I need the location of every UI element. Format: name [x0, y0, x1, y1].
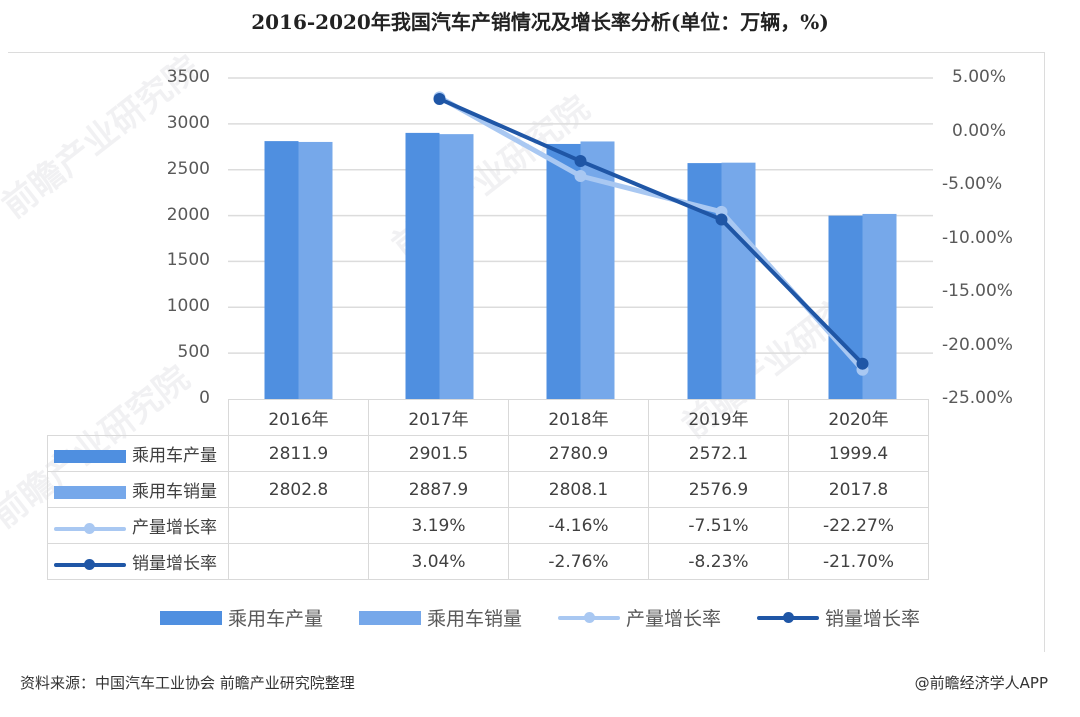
production-bar [687, 163, 722, 399]
sales-growth-legend-icon [757, 611, 820, 625]
sales-bar [298, 141, 333, 399]
source-note: 资料来源：中国汽车工业协会 前瞻产业研究院整理 [20, 674, 355, 692]
left-axis-tick: 3000 [166, 112, 210, 133]
table-cell: -8.23% [648, 543, 789, 580]
sales-growth-line-key-icon [54, 557, 126, 571]
chart-title: 2016-2020年我国汽车产销情况及增长率分析(单位：万辆，%) [251, 10, 829, 34]
sales-growth-line [438, 97, 864, 366]
legend-item-sales[interactable]: 乘用车销量 [358, 604, 522, 631]
production-growth-line [438, 95, 865, 372]
legend-label: 销量增长率 [825, 608, 921, 630]
table-cell: 2811.9 [228, 435, 369, 472]
left-axis-tick: 0 [199, 388, 210, 408]
legend-item-production[interactable]: 乘用车产量 [159, 604, 323, 631]
left-axis-tick: 2000 [166, 204, 210, 225]
sales-bar [439, 134, 474, 400]
row-label: 乘用车产量 [132, 446, 217, 466]
table-cell: 2780.9 [508, 435, 649, 472]
table-cell: -4.16% [508, 507, 649, 544]
legend-label: 乘用车销量 [426, 608, 522, 630]
legend-item-sales-growth[interactable]: 销量增长率 [757, 604, 920, 631]
table-cell: 2808.1 [508, 471, 649, 508]
production-bar-key-icon [54, 449, 126, 463]
production-bar [264, 141, 299, 400]
table-row: 乘用车销量 2802.8 2887.9 2808.1 2576.9 2017.8 [47, 471, 929, 508]
production-growth-marker [574, 170, 587, 183]
row-header: 乘用车销量 [47, 471, 229, 508]
left-axis-tick: 3500 [166, 67, 210, 87]
sales-growth-marker [856, 357, 869, 370]
right-axis-tick: -10.00% [942, 227, 1013, 248]
table-cell: 2887.9 [368, 471, 509, 508]
production-bar [405, 132, 440, 400]
table-cell: -22.27% [788, 507, 929, 544]
legend-label: 产量增长率 [626, 608, 722, 630]
row-header: 销量增长率 [47, 543, 229, 580]
production-bar-legend-icon [159, 610, 222, 625]
left-axis-tick: 500 [177, 342, 210, 363]
table-year: 2020年 [788, 399, 929, 436]
left-axis-tick: 2500 [166, 158, 210, 179]
table-cell: 2901.5 [368, 435, 509, 472]
table-cell: 1999.4 [788, 435, 929, 472]
left-axis-tick: 1000 [166, 296, 210, 317]
right-axis-tick: 5.00% [952, 67, 1007, 87]
sales-bar [721, 162, 756, 399]
data-table: 2016年 2017年 2018年 2019年 2020年 乘用车产量 2811… [47, 399, 929, 580]
table-year: 2018年 [508, 399, 649, 436]
right-axis-tick: -20.00% [942, 334, 1013, 355]
table-cell: 2572.1 [648, 435, 789, 472]
table-row: 乘用车产量 2811.9 2901.5 2780.9 2572.1 1999.4 [47, 435, 929, 472]
right-axis-tick: -15.00% [942, 281, 1013, 301]
sales-growth-marker [715, 213, 728, 226]
right-axis-tick: -25.00% [942, 388, 1013, 408]
table-cell: 2576.9 [648, 471, 789, 508]
table-year: 2019年 [648, 399, 789, 436]
sales-bar-legend-icon [358, 610, 421, 625]
row-label: 产量增长率 [132, 518, 217, 538]
legend: 乘用车产量 乘用车销量 产量增长率 销量增长率 [0, 604, 1080, 631]
sales-growth-marker [574, 155, 587, 168]
production-bar [546, 143, 581, 399]
table-cell: 3.04% [368, 543, 509, 580]
table-header-row: 2016年 2017年 2018年 2019年 2020年 [48, 399, 929, 436]
table-row: 销量增长率 3.04% -2.76% -8.23% -21.70% [47, 543, 929, 580]
credit-note: @前瞻经济学人APP [914, 674, 1048, 692]
right-axis-tick: -5.00% [942, 174, 1003, 194]
table-row: 产量增长率 3.19% -4.16% -7.51% -22.27% [47, 507, 929, 544]
table-year: 2016年 [228, 399, 369, 436]
left-axis-tick: 1500 [166, 250, 210, 271]
sales-growth-marker [433, 92, 446, 105]
production-growth-line-key-icon [54, 521, 126, 535]
table-cell: 3.19% [368, 507, 509, 544]
table-cell: 2802.8 [228, 471, 369, 508]
row-label: 销量增长率 [132, 554, 217, 574]
legend-item-production-growth[interactable]: 产量增长率 [558, 604, 721, 631]
production-growth-legend-icon [558, 611, 620, 625]
row-label: 乘用车销量 [132, 482, 217, 502]
sales-bar-key-icon [54, 485, 126, 499]
chart-frame [8, 52, 1045, 652]
table-cell: -7.51% [648, 507, 789, 544]
table-corner [48, 400, 229, 436]
table-cell [228, 507, 369, 544]
row-header: 乘用车产量 [47, 435, 229, 472]
legend-label: 乘用车产量 [227, 608, 323, 630]
row-header: 产量增长率 [47, 507, 229, 544]
table-year: 2017年 [368, 399, 509, 436]
right-axis-tick: 0.00% [952, 120, 1007, 141]
table-cell: 2017.8 [788, 471, 929, 508]
table-cell [228, 543, 369, 580]
table-cell: -21.70% [788, 543, 929, 580]
table-cell: -2.76% [508, 543, 649, 580]
